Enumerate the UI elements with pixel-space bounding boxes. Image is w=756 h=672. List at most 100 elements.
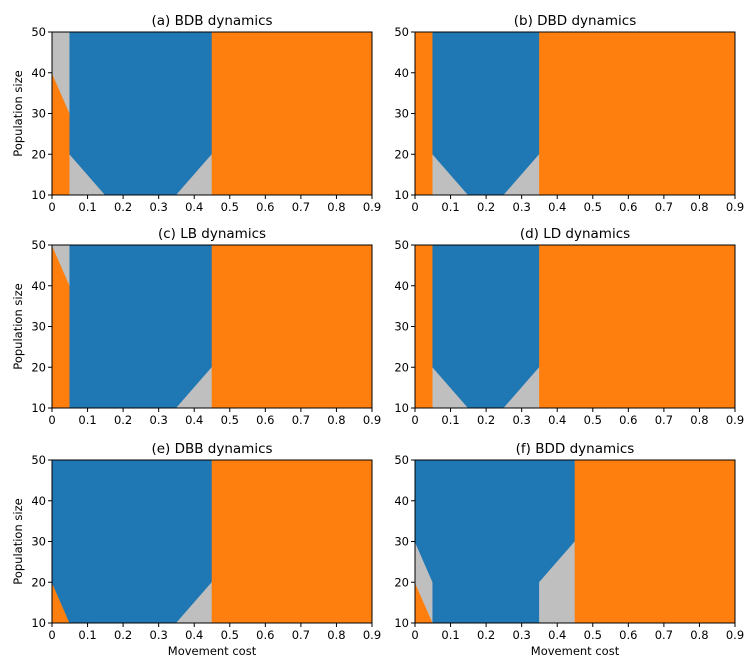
y-tick-label: 40 [394, 66, 409, 80]
y-axis-label: Population size [11, 283, 25, 369]
x-tick-label: 0.1 [441, 200, 459, 214]
x-tick-label: 0.4 [185, 413, 203, 427]
x-tick-label: 0.4 [548, 628, 566, 642]
x-tick-label: 0.6 [619, 628, 637, 642]
x-tick-label: 0.1 [441, 628, 459, 642]
x-tick-label: 0.2 [114, 413, 132, 427]
x-tick-label: 0.9 [363, 413, 381, 427]
x-tick-label: 0.4 [548, 200, 566, 214]
panel-6: 0 0.1 0.2 0.3 0.4 0.5 0.6 0.7 0.8 0.9 10 20 30 40 50 (f… [394, 441, 744, 658]
y-tick-label: 30 [394, 535, 409, 549]
x-tick-label: 0.7 [292, 628, 310, 642]
x-tick-label: 0.5 [584, 628, 602, 642]
x-tick-label: 0.7 [292, 413, 310, 427]
y-tick-label: 30 [394, 107, 409, 121]
y-axis-label: Population size [11, 498, 25, 584]
x-tick-label: 0.2 [477, 628, 495, 642]
y-tick-label: 20 [394, 360, 409, 374]
region-orange-6 [211, 32, 372, 195]
y-tick-label: 10 [31, 616, 46, 630]
x-tick-label: 0.8 [690, 413, 708, 427]
x-tick-label: 0.6 [619, 200, 637, 214]
region-gray-2 [52, 32, 71, 114]
regions [415, 245, 735, 408]
y-tick-label: 30 [31, 320, 46, 334]
panel-4: 0 0.1 0.2 0.3 0.4 0.5 0.6 0.7 0.8 0.9 10 20 30 40 50 (d… [394, 226, 744, 427]
x-tick-label: 0 [411, 200, 418, 214]
x-tick-label: 0.6 [619, 413, 637, 427]
region-blue-3 [69, 245, 213, 408]
x-tick-label: 0.6 [256, 628, 274, 642]
y-tick-label: 20 [31, 147, 46, 161]
x-tick-label: 0.8 [690, 200, 708, 214]
y-tick-label: 30 [31, 107, 46, 121]
y-tick-label: 30 [31, 535, 46, 549]
region-orange-5 [539, 32, 735, 195]
panel-title: (d) LD dynamics [520, 226, 630, 242]
region-blue-4 [69, 32, 213, 195]
x-tick-label: 0.3 [513, 413, 531, 427]
x-tick-label: 0.8 [327, 200, 345, 214]
y-tick-label: 20 [394, 575, 409, 589]
x-tick-label: 0.5 [584, 413, 602, 427]
panel-1: 0 0.1 0.2 0.3 0.4 0.5 0.6 0.7 0.8 0.9 10 20 30 40 50 (a… [11, 13, 381, 214]
region-orange-5 [539, 245, 735, 408]
panel-title: (f) BDD dynamics [516, 441, 635, 457]
x-tick-label: 0.4 [185, 628, 203, 642]
x-tick-label: 0.7 [292, 200, 310, 214]
y-tick-label: 50 [31, 25, 46, 39]
x-tick-label: 0.5 [221, 628, 239, 642]
panel-5: 0 0.1 0.2 0.3 0.4 0.5 0.6 0.7 0.8 0.9 10 20 30 40 50 (e… [11, 441, 381, 658]
y-tick-label: 20 [394, 147, 409, 161]
x-tick-label: 0.6 [256, 200, 274, 214]
x-tick-label: 0.2 [477, 413, 495, 427]
x-tick-label: 0.9 [726, 200, 744, 214]
x-tick-label: 0.6 [256, 413, 274, 427]
x-tick-label: 0 [411, 628, 418, 642]
x-tick-label: 0.7 [655, 200, 673, 214]
y-tick-label: 10 [394, 401, 409, 415]
y-tick-label: 10 [394, 616, 409, 630]
x-tick-label: 0.8 [327, 628, 345, 642]
x-tick-label: 0.3 [513, 200, 531, 214]
x-tick-label: 0.3 [150, 628, 168, 642]
region-orange-5 [574, 460, 735, 623]
region-blue-3 [432, 32, 540, 195]
x-tick-label: 0 [48, 628, 55, 642]
x-tick-label: 0.1 [78, 628, 96, 642]
x-tick-label: 0.4 [548, 413, 566, 427]
x-tick-label: 0.3 [513, 628, 531, 642]
x-tick-label: 0.5 [584, 200, 602, 214]
x-tick-label: 0.3 [150, 200, 168, 214]
y-tick-label: 50 [394, 25, 409, 39]
region-orange-5 [211, 245, 372, 408]
x-tick-label: 0.8 [690, 628, 708, 642]
x-tick-label: 0.9 [726, 413, 744, 427]
y-tick-label: 50 [394, 453, 409, 467]
y-tick-label: 40 [394, 494, 409, 508]
regions [415, 460, 735, 623]
x-tick-label: 0 [411, 413, 418, 427]
y-axis-label: Population size [11, 70, 25, 156]
region-orange-1 [415, 32, 434, 195]
x-tick-label: 0.8 [327, 413, 345, 427]
regions [415, 32, 735, 195]
y-tick-label: 10 [31, 401, 46, 415]
x-tick-label: 0.4 [185, 200, 203, 214]
panel-title: (e) DBB dynamics [151, 441, 272, 457]
x-tick-label: 0.9 [363, 200, 381, 214]
region-blue-3 [432, 245, 540, 408]
x-tick-label: 0.1 [441, 413, 459, 427]
y-tick-label: 40 [394, 279, 409, 293]
regions [52, 460, 372, 623]
x-tick-label: 0 [48, 200, 55, 214]
y-tick-label: 20 [31, 575, 46, 589]
panel-title: (c) LB dynamics [158, 226, 266, 242]
x-axis-label: Movement cost [531, 644, 620, 658]
x-axis-label: Movement cost [168, 644, 257, 658]
x-tick-label: 0.1 [78, 200, 96, 214]
x-tick-label: 0.7 [655, 413, 673, 427]
x-tick-label: 0.2 [114, 200, 132, 214]
x-tick-label: 0.5 [221, 200, 239, 214]
x-tick-label: 0.2 [114, 628, 132, 642]
